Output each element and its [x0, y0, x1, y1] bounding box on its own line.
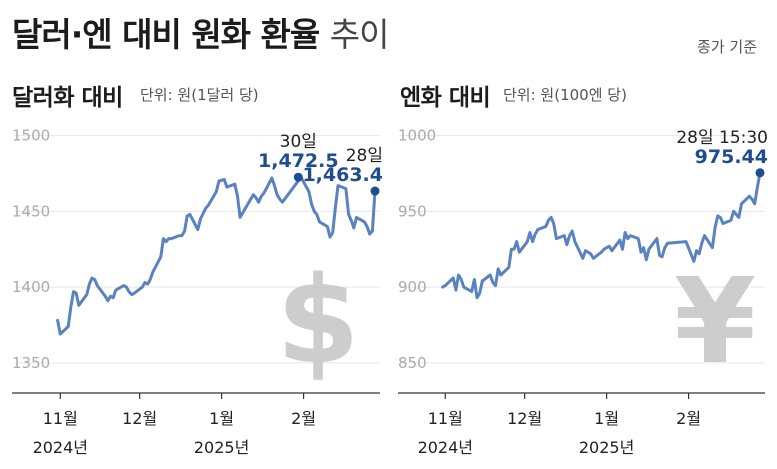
usd-y-tick-label: 1350 — [12, 354, 50, 372]
usd-annotation-value: 1,463.4 — [302, 164, 383, 186]
usd-series-line — [56, 175, 377, 336]
basis-note: 종가 기준 — [697, 38, 757, 56]
jpy-x-tick-label: 1월 — [594, 409, 619, 428]
jpy-y-tick-label: 950 — [398, 202, 427, 220]
usd-y-tick-label: 1500 — [12, 127, 50, 145]
jpy-annotation-day: 28일 15:30 — [676, 128, 768, 148]
usd-x-tick-label: 12월 — [122, 409, 157, 428]
usd-x-year-label: 2024년 — [33, 438, 88, 457]
main-title-text: 달러·엔 대비 원화 환율 — [12, 15, 320, 54]
usd-y-tick-label: 1450 — [12, 202, 50, 220]
jpy-x-tick-label: 12월 — [507, 409, 542, 428]
usd-x-tick-label: 11월 — [43, 409, 78, 428]
jpy-y-tick-label: 900 — [398, 278, 427, 296]
jpy-panel-title: 엔화 대비 — [400, 85, 491, 111]
jpy-highlight-point — [755, 168, 765, 178]
jpy-x-year-label: 2024년 — [418, 438, 473, 457]
jpy-y-tick-label: 850 — [398, 354, 427, 372]
jpy-x-tick-label: 2월 — [676, 409, 701, 428]
usd-x-year-label: 2025년 — [194, 438, 249, 457]
dollar-sign-icon: $ — [276, 252, 360, 391]
usd-unit-label: 단위: 원(1달러 당) — [140, 86, 259, 104]
jpy-x-tick-label: 11월 — [428, 409, 463, 428]
main-title-suffix: 추이 — [329, 15, 390, 54]
usd-annotation-day: 28일 — [346, 146, 383, 166]
usd-highlight-point — [293, 172, 303, 182]
jpy-annotation-value: 975.44 — [695, 146, 768, 168]
jpy-unit-label: 단위: 원(100엔 당) — [503, 86, 627, 104]
main-title: 달러·엔 대비 원화 환율 추이 — [12, 8, 390, 56]
usd-x-tick-label: 1월 — [209, 409, 234, 428]
jpy-x-year-label: 2025년 — [579, 438, 634, 457]
jpy-series-line — [441, 171, 762, 300]
usd-panel-title: 달러화 대비 — [12, 85, 123, 111]
usd-annotation-value: 1,472.5 — [258, 150, 339, 172]
usd-x-tick-label: 2월 — [291, 409, 316, 428]
jpy-y-tick-label: 1000 — [398, 127, 436, 145]
usd-y-tick-label: 1400 — [12, 278, 50, 296]
usd-annotation-day: 30일 — [280, 132, 317, 152]
usd-highlight-point — [370, 186, 380, 196]
yen-sign-icon: ¥ — [674, 252, 756, 390]
